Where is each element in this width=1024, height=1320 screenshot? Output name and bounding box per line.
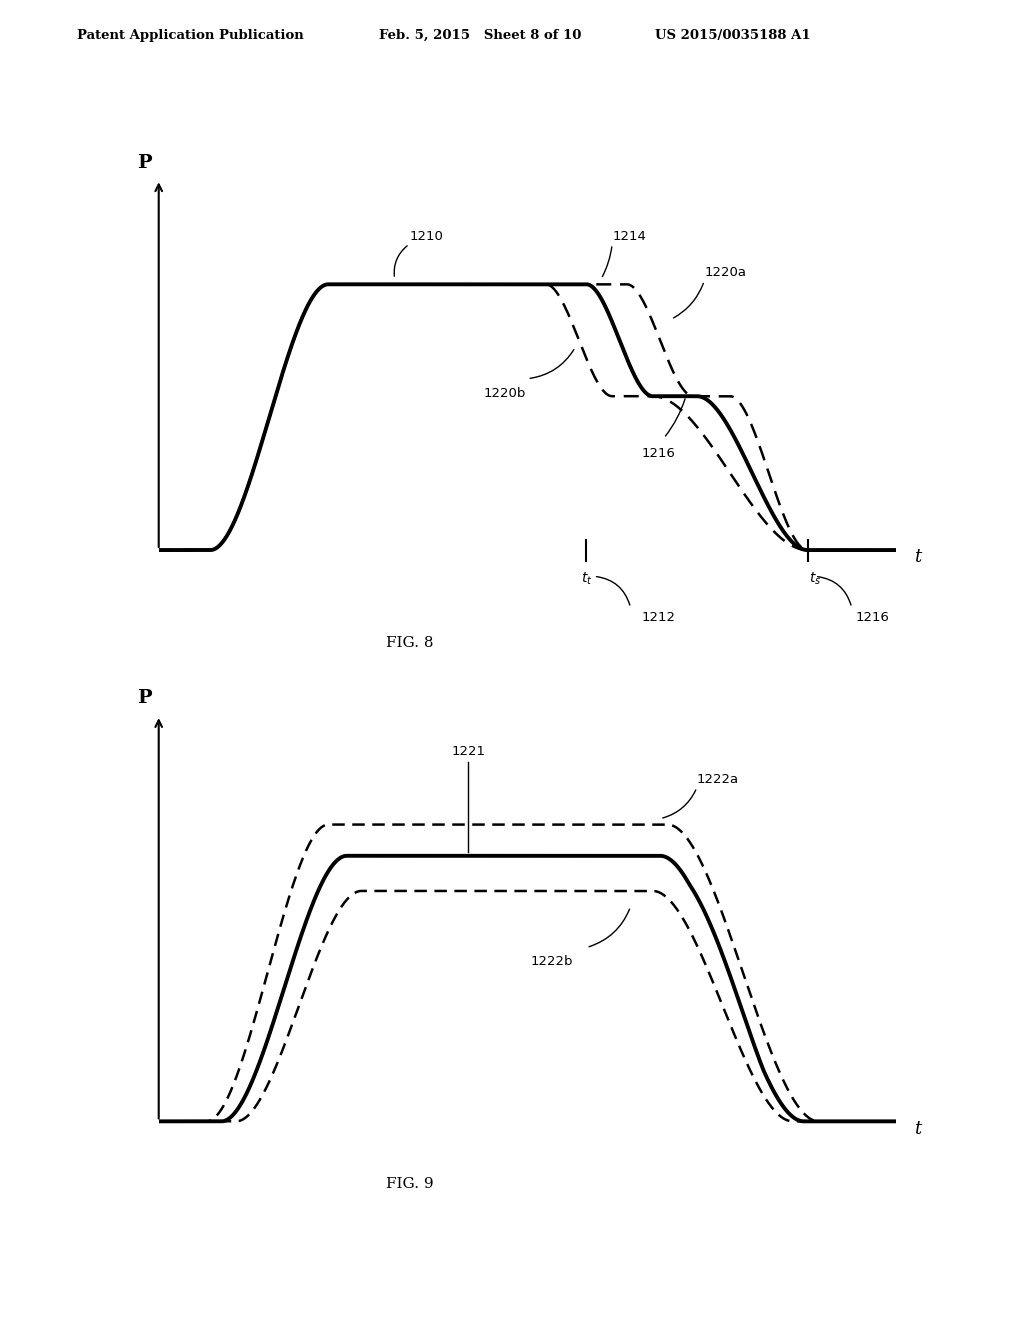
Text: 1212: 1212 <box>642 611 676 624</box>
Text: t: t <box>914 548 922 566</box>
Text: 1220a: 1220a <box>705 267 746 279</box>
Text: FIG. 9: FIG. 9 <box>386 1177 433 1192</box>
Text: Patent Application Publication: Patent Application Publication <box>77 29 303 42</box>
Text: 1222a: 1222a <box>697 772 739 785</box>
Text: 1220b: 1220b <box>483 388 525 400</box>
Text: 1210: 1210 <box>410 230 443 243</box>
Text: Feb. 5, 2015   Sheet 8 of 10: Feb. 5, 2015 Sheet 8 of 10 <box>379 29 582 42</box>
Text: t: t <box>914 1121 922 1138</box>
Text: FIG. 8: FIG. 8 <box>386 636 433 651</box>
Text: $t_s$: $t_s$ <box>809 572 821 587</box>
Text: US 2015/0035188 A1: US 2015/0035188 A1 <box>655 29 811 42</box>
Text: 1214: 1214 <box>612 230 646 243</box>
Text: 1221: 1221 <box>452 746 485 758</box>
Text: 1216: 1216 <box>642 447 676 459</box>
Text: P: P <box>136 154 152 173</box>
Text: 1216: 1216 <box>855 611 889 624</box>
Text: 1222b: 1222b <box>531 956 573 969</box>
Text: $t_t$: $t_t$ <box>581 572 592 587</box>
Text: P: P <box>136 689 152 708</box>
